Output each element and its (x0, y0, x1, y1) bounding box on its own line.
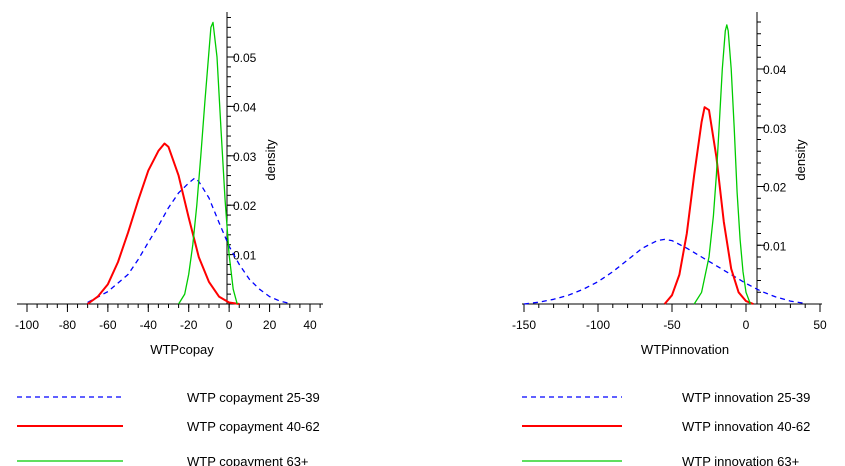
legend-label: WTP innovation 40-62 (682, 419, 810, 434)
y-tick-label: 0.02 (233, 199, 257, 213)
x-tick-label: 0 (743, 318, 750, 332)
series-line-wtp-innovation-63- (693, 24, 752, 305)
legend-label: WTP innovation 25-39 (682, 390, 810, 405)
y-axis-title: density (263, 139, 278, 181)
series-line-wtp-copayment-40-62 (87, 142, 240, 305)
y-axis-title: density (793, 139, 808, 181)
x-tick-label: -60 (99, 318, 117, 332)
x-tick-label: -100 (15, 318, 39, 332)
y-tick-label: 0.01 (233, 249, 257, 263)
legend-label: WTP copayment 40-62 (187, 419, 320, 434)
legend-label: WTP innovation 63+ (682, 454, 799, 466)
chart-panel-innovation: -150 -100 -50 0 50 0.01 0.02 0.03 0.04 WTPinnovat… (512, 12, 827, 466)
y-tick-label: 0.03 (233, 150, 257, 164)
x-tick-label: 20 (263, 318, 277, 332)
x-axis-title: WTPinnovation (641, 342, 729, 357)
x-tick-label: -100 (586, 318, 610, 332)
y-tick-label: 0.04 (233, 100, 257, 114)
series-line-wtp-innovation-40-62 (663, 106, 754, 305)
legend-label: WTP copayment 63+ (187, 454, 309, 466)
x-tick-label: -80 (59, 318, 77, 332)
x-axis-title: WTPcopay (150, 342, 214, 357)
chart-panel-copay: -100 -80 -60 -40 -20 0 20 40 0.01 0.02 0.03 0.04 0.0… (15, 12, 323, 466)
legend-label: WTP copayment 25-39 (187, 390, 320, 405)
x-tick-label: -50 (663, 318, 681, 332)
x-tick-label: -40 (140, 318, 158, 332)
x-tick-label: 50 (813, 318, 827, 332)
y-tick-label: 0.01 (763, 239, 787, 253)
y-tick-label: 0.03 (763, 122, 787, 136)
y-tick-label: 0.02 (763, 181, 787, 195)
series-line-wtp-innovation-25-39 (523, 238, 806, 305)
series-line-wtp-copayment-25-39 (87, 177, 290, 305)
x-tick-label: -20 (180, 318, 198, 332)
x-tick-label: -150 (512, 318, 536, 332)
y-tick-label: 0.04 (763, 63, 787, 77)
y-tick-label: 0.05 (233, 51, 257, 65)
x-tick-label: 40 (303, 318, 317, 332)
series-line-wtp-copayment-63- (178, 21, 238, 305)
x-tick-label: 0 (226, 318, 233, 332)
